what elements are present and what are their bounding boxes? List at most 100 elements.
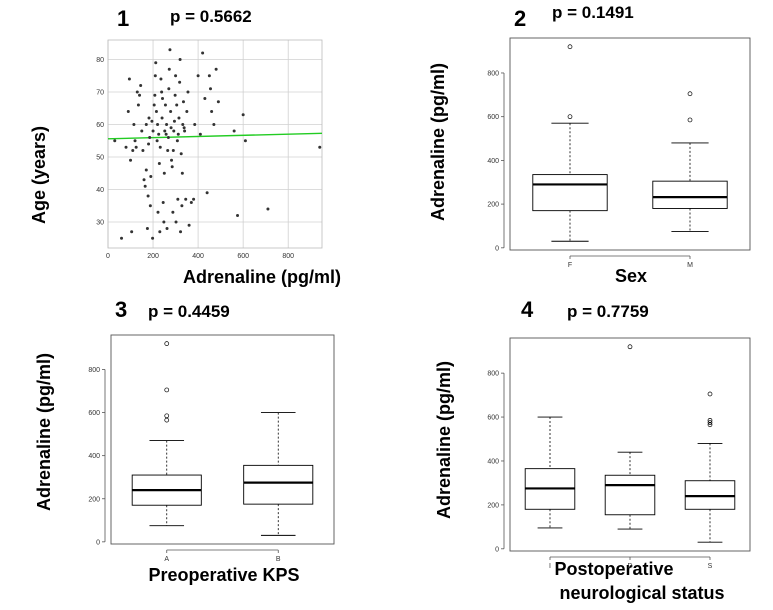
x-tick-label: 0 [106, 253, 110, 260]
data-point [141, 149, 145, 152]
box-iqr [243, 464, 314, 505]
y-tick-label: 400 [487, 458, 499, 465]
data-point [162, 220, 166, 224]
data-point [158, 145, 162, 149]
data-point [192, 197, 196, 201]
data-point [179, 152, 183, 156]
data-point [156, 210, 160, 214]
data-point [196, 74, 200, 78]
y-tick-label: 800 [487, 70, 499, 77]
x-tick-label: I [549, 563, 551, 570]
y-tick-label: 800 [88, 367, 100, 374]
data-point [157, 132, 161, 136]
y-tick-label: 0 [96, 539, 100, 546]
data-point [174, 220, 178, 224]
x-tick-label: S [708, 563, 713, 570]
y-tick-label: 70 [96, 90, 104, 97]
data-point [152, 103, 156, 107]
data-point [161, 97, 165, 100]
y-tick-label: 80 [96, 57, 104, 64]
panel-1-number: 1 [117, 6, 129, 31]
plot-frame [107, 39, 323, 249]
data-point [144, 168, 148, 172]
data-point [143, 184, 147, 188]
y-tick-label: 40 [96, 187, 104, 194]
data-point [178, 80, 182, 84]
data-point [181, 100, 185, 104]
data-point [198, 132, 202, 136]
data-point [170, 165, 174, 169]
data-point [138, 93, 142, 97]
data-point [149, 175, 153, 178]
data-point [318, 145, 322, 149]
data-point [142, 178, 146, 182]
data-point [189, 201, 193, 204]
x-tick-label: F [568, 262, 572, 269]
data-point [113, 139, 117, 143]
data-point [155, 139, 159, 143]
data-point [164, 132, 168, 136]
panel-3-p-value: p = 0.4459 [148, 302, 230, 321]
data-point [162, 171, 166, 175]
data-point [241, 113, 245, 117]
plot-frame [509, 337, 751, 552]
data-point [177, 116, 181, 120]
data-point [161, 201, 165, 204]
y-tick-label: 200 [487, 202, 499, 209]
data-point [183, 129, 187, 133]
x-tick-label: 600 [237, 253, 249, 260]
data-point [140, 129, 144, 133]
data-point [179, 230, 183, 234]
x-tick-label: 200 [147, 253, 159, 260]
outlier-point [627, 344, 633, 350]
panel-4-x-label-line-2: neurological status [559, 583, 724, 603]
data-point [175, 139, 179, 143]
data-point [168, 48, 172, 52]
panel-2-number: 2 [514, 6, 526, 31]
data-point [131, 149, 135, 152]
data-point [207, 74, 211, 78]
data-point [165, 227, 169, 230]
panel-1-scatter-plot: 0 200 400 600 800 30 40 50 60 70 80 [96, 39, 323, 260]
data-point [181, 123, 185, 126]
data-point [153, 74, 157, 78]
data-point [154, 61, 158, 65]
data-point [139, 84, 143, 87]
y-tick-label: 600 [487, 114, 499, 121]
data-point [236, 214, 240, 217]
data-point [166, 149, 170, 152]
box-iqr [652, 180, 728, 209]
regression-line [107, 132, 323, 140]
data-point [145, 227, 149, 230]
data-point [184, 197, 188, 201]
outlier-point [707, 417, 713, 423]
panel-4-number: 4 [521, 297, 534, 322]
outlier-point [164, 413, 170, 419]
data-point [167, 87, 171, 91]
data-point [148, 136, 152, 139]
data-point [163, 129, 167, 133]
data-point [172, 119, 176, 123]
data-point [120, 236, 124, 240]
data-point [172, 129, 176, 133]
data-point [144, 123, 148, 126]
data-point [216, 100, 220, 104]
data-point [147, 116, 151, 120]
data-point [159, 77, 163, 81]
data-point [158, 230, 162, 234]
data-point [210, 110, 214, 113]
data-point [214, 67, 218, 71]
data-point [126, 110, 130, 113]
outlier-point [567, 44, 573, 50]
panel-4-p-value: p = 0.7759 [567, 302, 649, 321]
data-point [151, 236, 155, 240]
data-point [169, 126, 173, 130]
outlier-point [687, 91, 693, 97]
data-point [163, 103, 167, 107]
data-point [160, 90, 164, 94]
data-point [205, 191, 209, 195]
data-point [151, 129, 155, 133]
x-tick-label: A [164, 556, 169, 563]
x-tick-label: 800 [282, 253, 294, 260]
